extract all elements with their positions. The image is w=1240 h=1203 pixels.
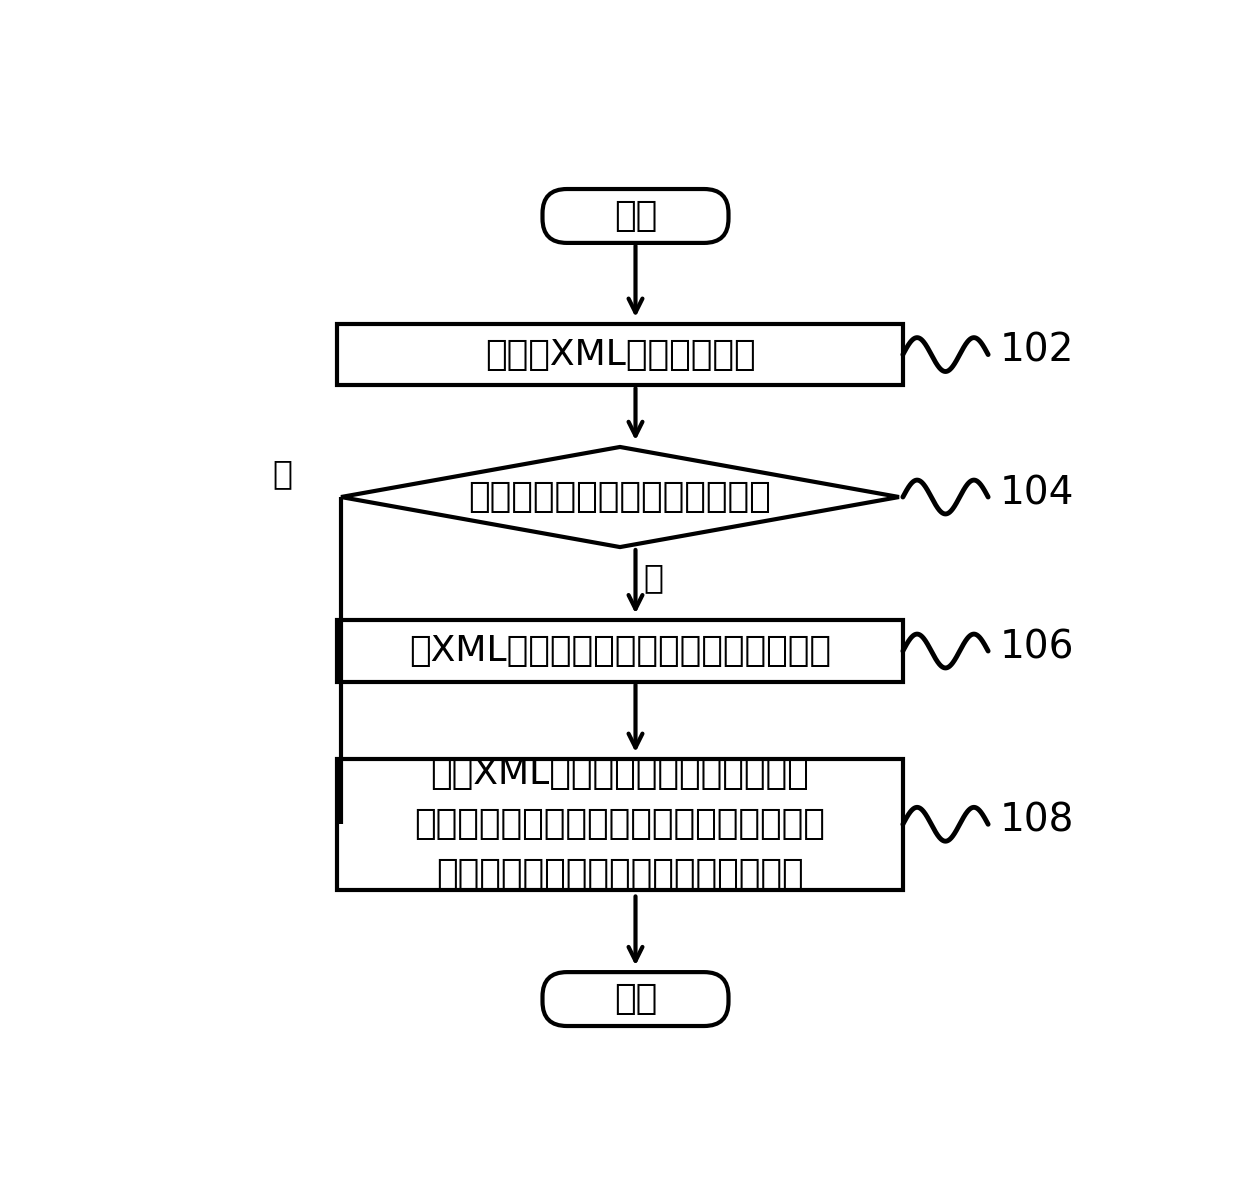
Text: 判断操作指令是否具有执行权限: 判断操作指令是否具有执行权限 (469, 480, 771, 514)
Bar (337, 759, 903, 890)
Polygon shape (341, 448, 899, 547)
Bar (337, 621, 903, 682)
FancyBboxPatch shape (543, 972, 729, 1026)
Bar (337, 324, 903, 385)
Text: 根据XML元素对应的结构定义文件，
对版面对象的内容进行语法检查，将结构变
化的数据和语法检查的结果提示给用户: 根据XML元素对应的结构定义文件， 对版面对象的内容进行语法检查，将结构变 化的… (414, 757, 826, 891)
Text: 否: 否 (273, 457, 293, 491)
Text: 108: 108 (999, 801, 1074, 840)
Text: 是: 是 (644, 562, 663, 594)
Text: 102: 102 (999, 332, 1074, 369)
Text: 104: 104 (999, 474, 1074, 512)
Text: 用户对XML施加操作指令: 用户对XML施加操作指令 (485, 338, 755, 372)
Text: 开始: 开始 (614, 198, 657, 233)
Text: 结束: 结束 (614, 982, 657, 1017)
FancyBboxPatch shape (543, 189, 729, 243)
Text: 106: 106 (999, 628, 1074, 666)
Text: 对XML版面对象进行操作，得到操作结果: 对XML版面对象进行操作，得到操作结果 (409, 634, 831, 668)
